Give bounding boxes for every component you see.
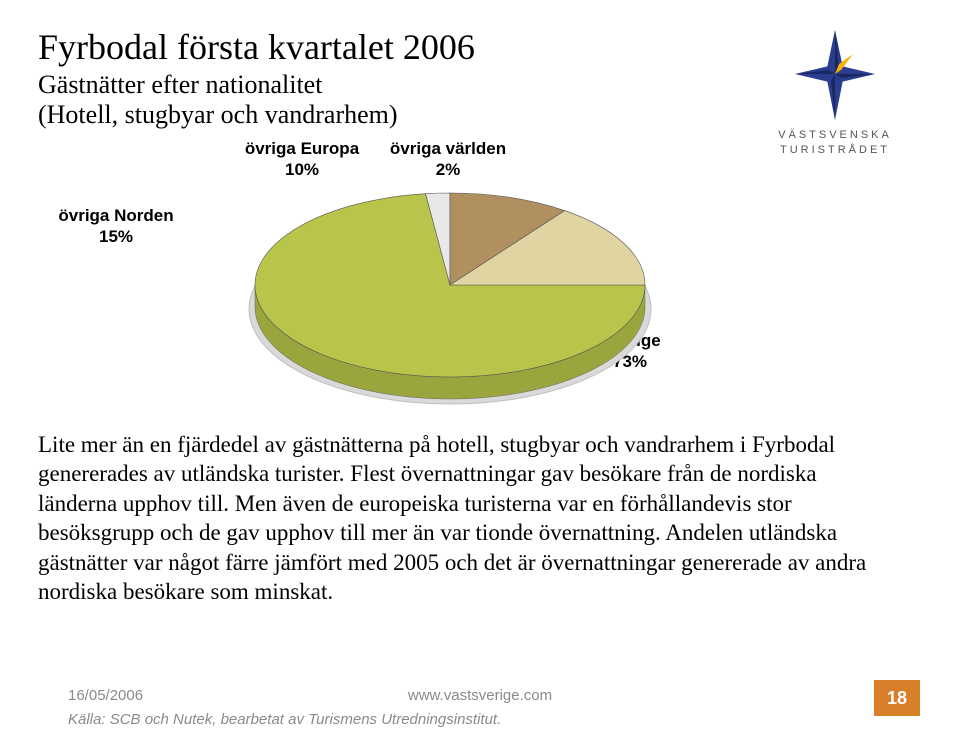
logo: VÄSTSVENSKA TURISTRÅDET <box>750 30 920 159</box>
compass-star-icon <box>795 30 875 120</box>
pie-chart: övriga Europa 10% övriga världen 2% övri… <box>140 150 700 410</box>
chart-label-norden: övriga Norden 15% <box>36 205 196 248</box>
logo-text-line2: TURISTRÅDET <box>780 144 890 156</box>
logo-text-line1: VÄSTSVENSKA <box>778 129 892 141</box>
pie-chart-svg <box>240 180 660 410</box>
footer-source: Källa: SCB och Nutek, bearbetat av Turis… <box>68 711 501 728</box>
body-paragraph: Lite mer än en fjärdedel av gästnätterna… <box>38 430 874 607</box>
subtitle-line2: (Hotell, stugbyar och vandrarhem) <box>38 100 398 130</box>
footer-url: www.vastsverige.com <box>0 687 960 704</box>
page-title: Fyrbodal första kvartalet 2006 <box>38 26 475 68</box>
subtitle-line1: Gästnätter efter nationalitet <box>38 70 322 100</box>
footer-page-number: 18 <box>874 680 920 716</box>
chart-label-varlden: övriga världen 2% <box>358 138 538 181</box>
logo-text: VÄSTSVENSKA TURISTRÅDET <box>750 128 920 159</box>
slide: Fyrbodal första kvartalet 2006 Gästnätte… <box>0 0 960 756</box>
